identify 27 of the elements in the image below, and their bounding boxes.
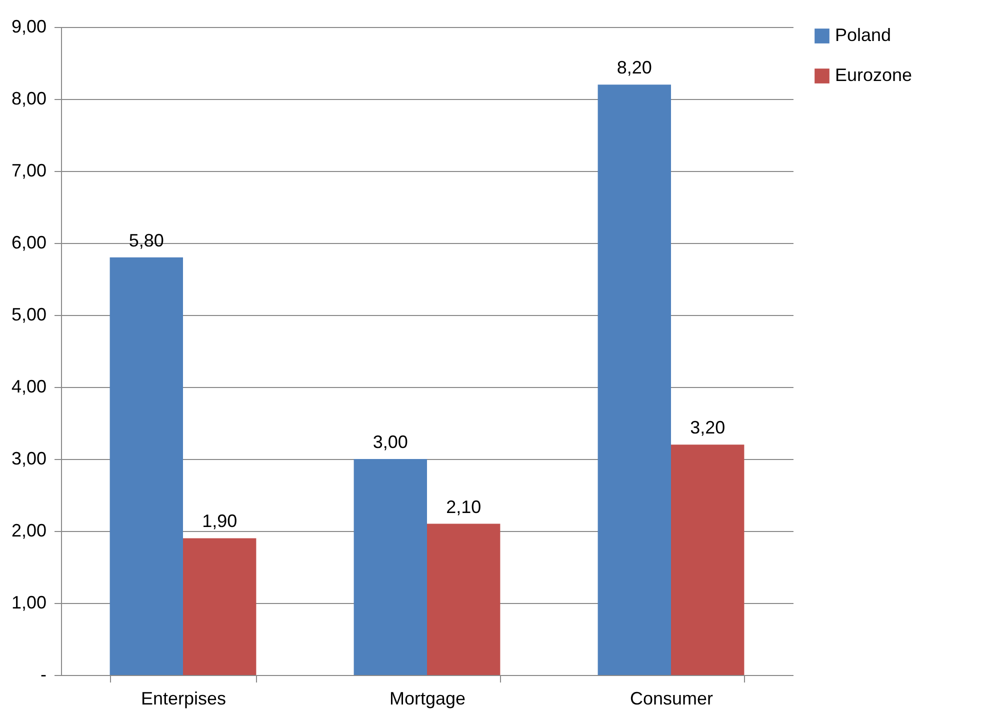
data-label: 8,20	[616, 58, 652, 78]
bar	[598, 84, 671, 675]
y-tick-label: 6,00	[11, 232, 46, 252]
data-label: 3,20	[690, 418, 726, 438]
y-tick-label: 3,00	[11, 448, 46, 468]
data-label: 5,80	[128, 230, 164, 250]
y-tick-label: 8,00	[11, 88, 46, 108]
bar	[354, 459, 427, 675]
x-tick-label: Consumer	[630, 688, 714, 708]
y-tick-label: 4,00	[11, 376, 46, 396]
y-tick-label: 5,00	[11, 304, 46, 324]
data-label: 1,90	[202, 511, 238, 532]
bar	[110, 257, 183, 675]
y-tick-label: 1,00	[11, 592, 46, 612]
x-tick-label: Mortgage	[389, 688, 466, 708]
legend-label: Eurozone	[835, 65, 912, 85]
x-tick-label: Enterpises	[140, 688, 226, 708]
bar	[183, 538, 256, 675]
bar	[671, 444, 744, 675]
legend-label: Poland	[835, 25, 892, 45]
bar	[427, 524, 500, 675]
data-label: 3,00	[372, 432, 408, 452]
y-tick-label: 9,00	[11, 16, 46, 36]
y-tick-label: 2,00	[11, 520, 46, 540]
y-tick-label: 7,00	[11, 160, 46, 180]
data-label: 2,10	[446, 496, 482, 517]
y-tick-label: -	[40, 664, 46, 684]
